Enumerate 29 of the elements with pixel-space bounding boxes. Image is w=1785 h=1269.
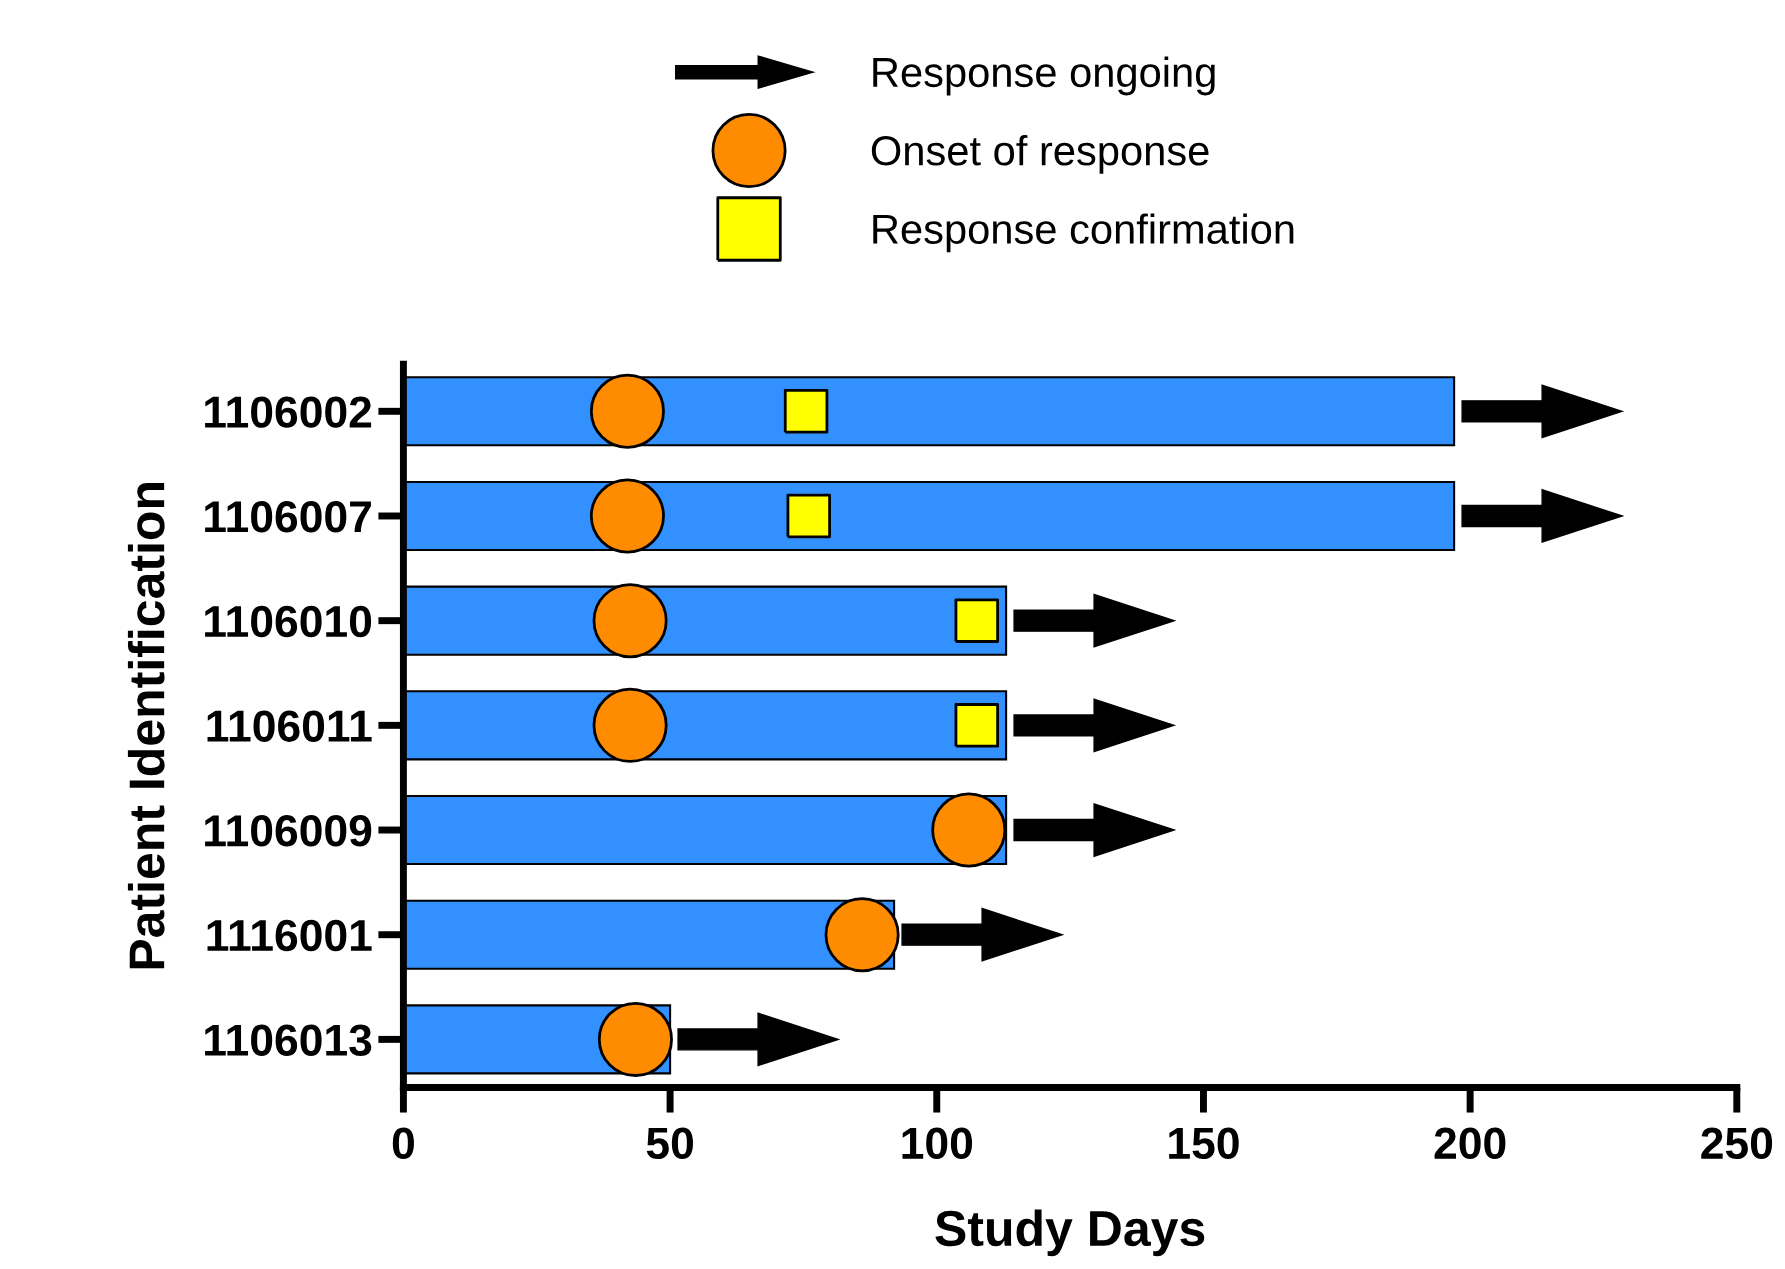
x-tick-label: 100 <box>902 1127 973 1160</box>
y-tick-label: 1106009 <box>205 815 372 847</box>
point <box>592 583 668 659</box>
y-tick-label: 1116001 <box>207 919 372 952</box>
point <box>931 792 1007 868</box>
x-tick-label: 150 <box>1169 1127 1239 1160</box>
point <box>783 389 829 434</box>
point <box>592 687 668 763</box>
y-tick-label: 1106002 <box>205 396 372 428</box>
y-tick-label: 1106010 <box>205 605 372 638</box>
x-tick-label: 200 <box>1434 1127 1506 1160</box>
point <box>589 373 665 449</box>
y-axis-title: Patient Identification <box>127 483 165 969</box>
text: Response ongoing <box>873 56 1215 96</box>
x-tick-label: 50 <box>646 1127 693 1160</box>
y-tick-label: 1106013 <box>205 1024 372 1056</box>
point <box>824 897 900 973</box>
y-tick-label: 1106011 <box>207 710 372 742</box>
x-axis-title: Study Days <box>935 1209 1205 1257</box>
legend-label: Onset of response <box>871 135 1209 174</box>
point <box>786 493 831 539</box>
point <box>954 703 999 748</box>
point <box>597 1001 673 1077</box>
y-tick-label: 1106007 <box>205 501 371 533</box>
point <box>589 478 665 554</box>
point <box>954 598 999 643</box>
legend-label: Response confirmation <box>873 213 1294 253</box>
x-tick-label: 0 <box>392 1127 414 1160</box>
x-tick-label: 250 <box>1701 1127 1773 1160</box>
